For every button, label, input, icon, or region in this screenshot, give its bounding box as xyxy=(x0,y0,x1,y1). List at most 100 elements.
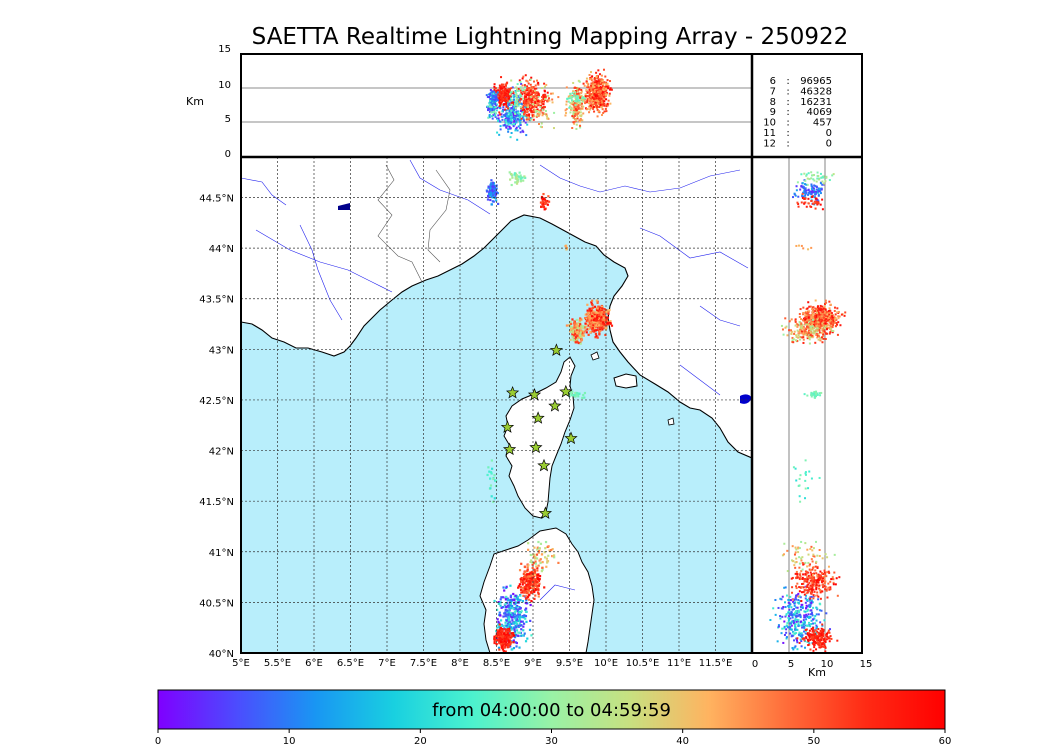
lightning-source xyxy=(595,104,598,107)
lightning-source xyxy=(815,572,818,575)
lightning-source xyxy=(575,318,578,322)
lightning-source xyxy=(829,586,832,589)
lightning-source xyxy=(525,577,528,580)
lightning-source xyxy=(799,608,802,611)
lightning-source xyxy=(813,590,816,593)
lightning-source xyxy=(831,331,834,334)
lightning-source xyxy=(809,579,812,582)
lightning-source xyxy=(533,568,536,571)
lightning-source xyxy=(493,187,496,190)
lightning-source xyxy=(811,331,814,334)
lightning-source xyxy=(495,96,498,99)
lightning-source xyxy=(579,111,582,114)
lightning-source xyxy=(513,119,516,122)
lightning-source xyxy=(544,540,548,544)
lightning-source xyxy=(828,640,831,643)
lightning-source xyxy=(513,636,517,639)
lightning-source xyxy=(839,324,842,327)
lightning-source xyxy=(520,591,523,594)
lightning-source xyxy=(498,648,501,651)
lake xyxy=(740,394,752,404)
lightning-source xyxy=(498,623,501,626)
lightning-source xyxy=(607,312,610,315)
lightning-source xyxy=(828,311,831,314)
lightning-source xyxy=(588,314,591,317)
lightning-source xyxy=(607,310,610,314)
lightning-source xyxy=(517,110,520,113)
lightning-source xyxy=(811,618,814,621)
lightning-source xyxy=(821,631,824,634)
lightning-source xyxy=(799,575,802,578)
lightning-source xyxy=(514,633,518,637)
lightning-source xyxy=(540,122,543,125)
lightning-source xyxy=(517,111,520,114)
lightning-source xyxy=(602,327,605,330)
lightning-source xyxy=(524,591,527,594)
lightning-source xyxy=(533,597,536,601)
lightning-source xyxy=(597,317,600,320)
lightning-source xyxy=(798,336,801,339)
lightning-source xyxy=(781,328,784,331)
lightning-source xyxy=(821,329,824,332)
lightning-source xyxy=(589,100,592,103)
lightning-source xyxy=(798,323,801,326)
lightning-source xyxy=(802,319,805,322)
lightning-source xyxy=(807,574,810,577)
lightning-source xyxy=(814,585,817,588)
lightning-source xyxy=(817,578,820,581)
lightning-source xyxy=(541,199,544,203)
lightning-source xyxy=(791,339,794,342)
lightning-source xyxy=(589,330,592,334)
lightning-source xyxy=(532,114,535,117)
lightning-source xyxy=(597,305,600,308)
lightning-source xyxy=(812,583,815,586)
lightning-source xyxy=(492,194,495,197)
lightning-source xyxy=(590,301,593,304)
lightning-source xyxy=(818,329,821,332)
lightning-source xyxy=(489,191,492,194)
lightning-source xyxy=(533,115,536,118)
lightning-source xyxy=(835,577,838,580)
lightning-source xyxy=(543,586,546,589)
lightning-source xyxy=(834,583,837,586)
lightning-source xyxy=(822,321,825,324)
lightning-source xyxy=(817,317,820,320)
lightning-source xyxy=(489,198,492,202)
lightning-source xyxy=(834,317,837,320)
lightning-source xyxy=(796,325,799,328)
longitude-label: 8°E xyxy=(451,658,469,669)
lightning-source xyxy=(813,320,816,323)
lightning-source xyxy=(836,594,839,597)
lightning-source xyxy=(533,546,536,549)
lightning-source xyxy=(788,615,791,618)
lightning-source xyxy=(605,110,608,113)
lightning-source xyxy=(499,640,503,643)
station-star-icon xyxy=(559,384,573,398)
lightning-source xyxy=(572,329,575,332)
lightning-source xyxy=(809,563,812,566)
lightning-source xyxy=(812,643,815,646)
lightning-source xyxy=(812,313,815,316)
lightning-source xyxy=(825,310,828,313)
lightning-source xyxy=(534,594,537,597)
lightning-source xyxy=(511,90,514,93)
lightning-source xyxy=(607,99,610,102)
lightning-source xyxy=(818,312,821,315)
lightning-source xyxy=(593,110,596,113)
lightning-source xyxy=(519,177,522,180)
lightning-source xyxy=(819,575,822,578)
lightning-source xyxy=(544,94,547,97)
lightning-source xyxy=(517,614,520,617)
lightning-source xyxy=(599,92,602,95)
lightning-source xyxy=(806,576,809,579)
lightning-source xyxy=(522,622,526,625)
lightning-source xyxy=(537,92,540,95)
lightning-source xyxy=(824,639,827,642)
lightning-source xyxy=(836,323,839,326)
lightning-source xyxy=(514,594,517,597)
lightning-source xyxy=(800,636,803,639)
lightning-source xyxy=(803,577,806,580)
lightning-source xyxy=(567,95,570,98)
lightning-source xyxy=(800,603,803,606)
lightning-source xyxy=(803,614,806,617)
